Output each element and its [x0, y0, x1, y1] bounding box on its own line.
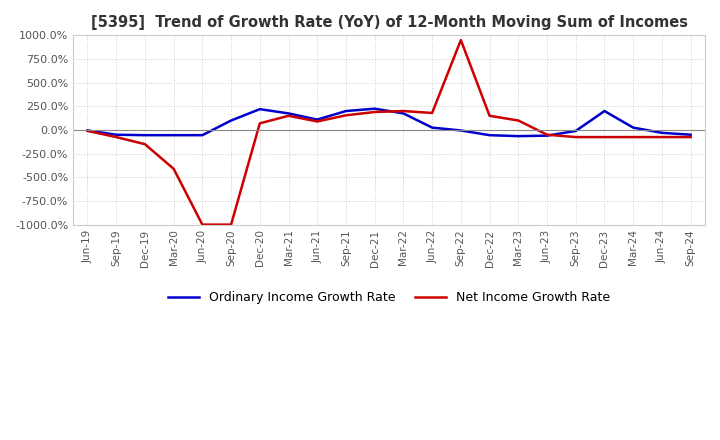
Net Income Growth Rate [428, 110, 436, 116]
Ordinary Income Growth Rate [485, 132, 494, 138]
Net Income Growth Rate [83, 128, 91, 134]
Net Income Growth Rate [600, 135, 609, 140]
Ordinary Income Growth Rate [686, 132, 695, 137]
Ordinary Income Growth Rate [543, 133, 552, 138]
Ordinary Income Growth Rate [227, 118, 235, 123]
Net Income Growth Rate [284, 113, 293, 118]
Ordinary Income Growth Rate [456, 128, 465, 133]
Net Income Growth Rate [686, 135, 695, 140]
Ordinary Income Growth Rate [572, 128, 580, 134]
Title: [5395]  Trend of Growth Rate (YoY) of 12-Month Moving Sum of Incomes: [5395] Trend of Growth Rate (YoY) of 12-… [91, 15, 688, 30]
Net Income Growth Rate [256, 121, 264, 126]
Ordinary Income Growth Rate [657, 130, 666, 136]
Ordinary Income Growth Rate [629, 125, 637, 130]
Line: Ordinary Income Growth Rate: Ordinary Income Growth Rate [87, 109, 690, 136]
Net Income Growth Rate [657, 135, 666, 140]
Ordinary Income Growth Rate [399, 111, 408, 116]
Ordinary Income Growth Rate [112, 132, 120, 137]
Ordinary Income Growth Rate [83, 128, 91, 133]
Net Income Growth Rate [227, 222, 235, 227]
Net Income Growth Rate [485, 113, 494, 118]
Ordinary Income Growth Rate [169, 132, 178, 138]
Ordinary Income Growth Rate [140, 132, 149, 138]
Net Income Growth Rate [456, 37, 465, 43]
Net Income Growth Rate [169, 166, 178, 172]
Net Income Growth Rate [112, 135, 120, 140]
Ordinary Income Growth Rate [600, 108, 609, 114]
Net Income Growth Rate [572, 135, 580, 140]
Ordinary Income Growth Rate [313, 117, 322, 122]
Ordinary Income Growth Rate [256, 106, 264, 112]
Ordinary Income Growth Rate [284, 111, 293, 116]
Net Income Growth Rate [543, 132, 552, 137]
Net Income Growth Rate [198, 222, 207, 227]
Ordinary Income Growth Rate [198, 132, 207, 138]
Ordinary Income Growth Rate [370, 106, 379, 111]
Net Income Growth Rate [140, 142, 149, 147]
Net Income Growth Rate [514, 118, 523, 123]
Ordinary Income Growth Rate [428, 125, 436, 130]
Net Income Growth Rate [313, 119, 322, 124]
Net Income Growth Rate [399, 108, 408, 114]
Net Income Growth Rate [370, 110, 379, 115]
Ordinary Income Growth Rate [514, 133, 523, 139]
Ordinary Income Growth Rate [342, 108, 351, 114]
Net Income Growth Rate [629, 135, 637, 140]
Legend: Ordinary Income Growth Rate, Net Income Growth Rate: Ordinary Income Growth Rate, Net Income … [163, 286, 615, 309]
Line: Net Income Growth Rate: Net Income Growth Rate [87, 40, 690, 225]
Net Income Growth Rate [342, 113, 351, 118]
